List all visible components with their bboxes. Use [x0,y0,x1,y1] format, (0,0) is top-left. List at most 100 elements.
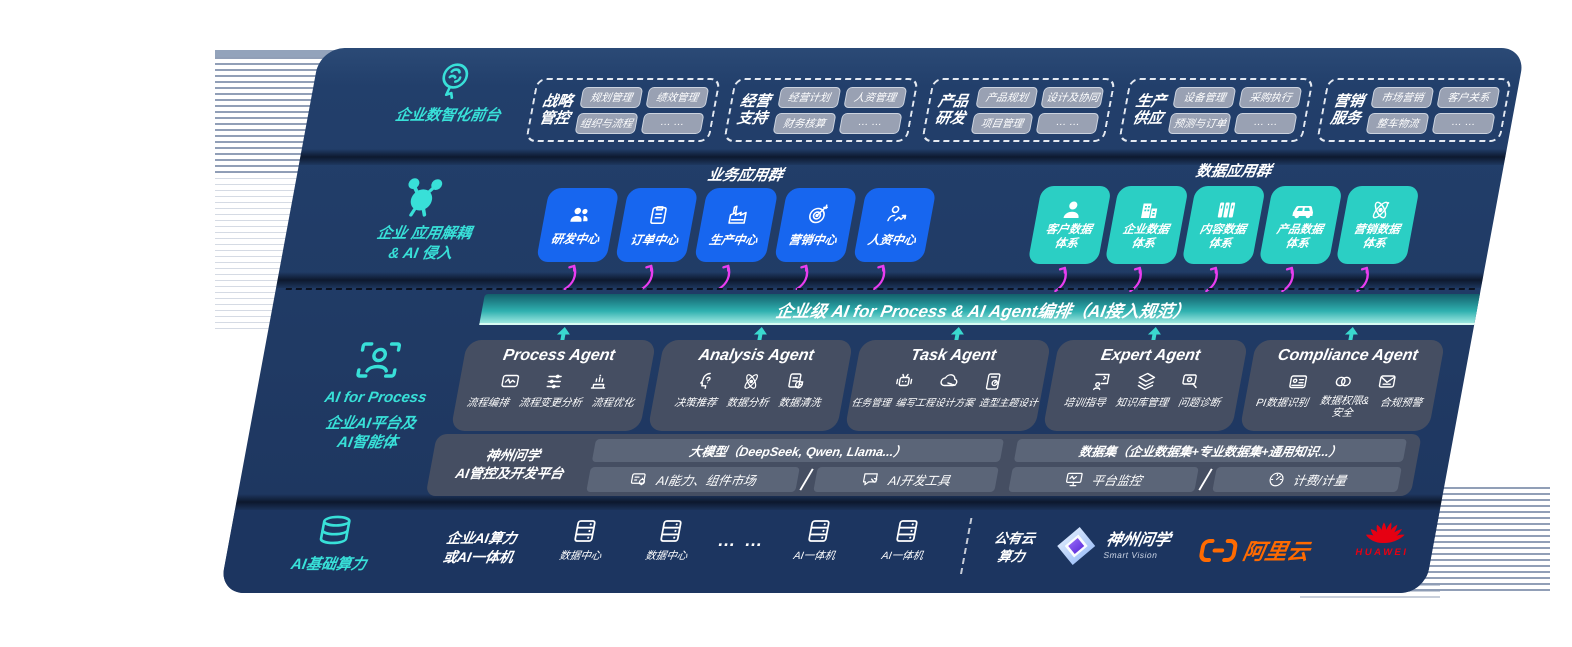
business-centers: 研发中心 订单中心 生产中心 营销中心 [535,188,937,262]
center-label: 研发中心 [549,231,601,246]
molecule-icon [396,174,451,222]
module-pill: 绩效管理 [645,86,710,108]
group-title: 产品研发 [933,92,970,127]
agent-title: Expert Agent [1099,347,1202,364]
agent-row: Process Agent 流程编排 流程变更分析 流程优化 Analysis … [450,340,1446,431]
layers-icon [1133,371,1158,392]
infrastructure-title: AI基础算力 [289,556,368,573]
agent-icons [852,371,1045,392]
module-pill: … … [640,112,705,134]
gauge-icon [1266,470,1287,488]
front-office-title: 企业数智化前台 [393,107,503,124]
data-systems: 客户数据体系 企业数据体系 内容数据体系 产品数据体系 [1027,186,1420,264]
agent-title: Compliance Agent [1276,347,1420,364]
agent-analysis: Analysis Agent 决策推荐 数据分析 数据清洗 [647,340,854,431]
link-rings-icon [1331,371,1356,392]
compute-line1: 企业AI算力 [445,530,519,546]
ai-label-line3: AI智能体 [335,434,399,451]
smartvision-name: 神州问学 [1104,532,1172,550]
agent-capabilities: 决策推荐 数据分析 数据清洗 [652,395,844,410]
capability-label: 流程优化 [590,397,635,409]
person-icon [1058,198,1086,222]
agent-icons [458,371,651,392]
center-label: 订单中心 [629,232,680,247]
compute-line2: 或AI一体机 [441,548,515,565]
data-system-product: 产品数据体系 [1258,186,1343,264]
front-group-product: 产品研发 产品规划 设计及协同 项目管理 … … [920,78,1117,142]
capability-label: 数据分析 [725,397,770,409]
diagnose-icon [1178,371,1203,392]
atom-icon [1366,198,1394,222]
atom-icon [739,371,764,392]
capability-label: 流程变更分析 [517,397,583,409]
cell-label: 平台监控 [1090,473,1144,488]
decouple-line1: 企业 应用解耦 [375,225,473,242]
mail-alert-icon [1375,371,1400,392]
module-pill: 经营计划 [777,86,842,108]
front-group-marketing: 营销服务 市场营销 客户关系 整车物流 … … [1316,78,1512,142]
ai-for-process-label: AI for Process 企业AI平台及 AI智能体 [286,388,458,453]
diamond-logo-icon [1052,526,1099,566]
platform-bar: 神州问学 AI管控及开发平台 大模型（DeepSeek, Qwen, Llama… [425,434,1422,496]
center-label: 营销中心 [787,232,839,247]
dashed-separator [285,288,1476,290]
decision-head-icon [694,371,719,392]
data-system-customer: 客户数据体系 [1027,186,1112,264]
agent-title: Analysis Agent [697,347,816,364]
agent-icons [655,371,848,392]
module-pill: 设计及协同 [1040,86,1105,108]
node-label: AI一体机 [880,550,925,562]
data-system-content: 内容数据体系 [1181,186,1266,264]
flow-monitor-icon [497,371,522,392]
aliyun-bracket-icon [1197,538,1240,563]
huawei-logo: HUAWEI [1346,516,1424,558]
module-pill: … … [838,112,903,134]
up-arrow-icon [871,260,893,290]
up-arrow-icon [794,260,816,290]
people-icon [565,204,594,226]
module-pill: 项目管理 [970,112,1035,134]
front-office-groups: 战略管控 规划管理 绩效管理 组织与流程 … … 经营支持 经营计划 人资管理 … [525,78,1512,142]
module-pill: 设备管理 [1172,86,1237,108]
car-icon [1287,198,1319,222]
band-title: 企业级 AI for Process & AI Agent编排（AI接入规范） [774,302,1193,321]
magenta-arrows [531,260,924,290]
system-label: 企业数据体系 [1121,224,1170,250]
main-panel: 企业数智化前台 战略管控 规划管理 绩效管理 组织与流程 … … 经营支持 经营… [219,48,1526,593]
robot-icon [892,371,917,392]
design-board-icon [981,371,1006,392]
data-system-marketing: 营销数据体系 [1335,186,1420,264]
front-office-label: 企业数智化前台 [361,60,543,126]
platform-name: 神州问学 AI管控及开发平台 [442,447,581,483]
agent-capabilities: 任务管理 编写工程设计方案 造型主题设计 [849,395,1041,409]
center-label: 人资中心 [866,232,918,247]
ai-label-line1: AI for Process [323,389,429,406]
agent-title: Task Agent [909,347,998,364]
cell-monitoring: 平台监控 [1008,466,1199,492]
cloud-edit-icon [936,371,961,392]
factory-icon [724,203,752,227]
module-pill: 规划管理 [579,86,644,108]
agent-capabilities: PI数据识别 数据权限&安全 合规预警 [1242,395,1436,419]
capability-label: 决策推荐 [673,397,718,409]
platform-name-line1: 神州问学 [484,447,542,463]
module-pill: 采购执行 [1238,86,1303,108]
business-group-header: 业务应用群 [706,167,785,184]
group-title: 经营支持 [735,92,773,127]
data-group-header: 数据应用群 [1194,163,1273,180]
module-pill: … … [1036,112,1100,134]
system-label: 客户数据体系 [1044,224,1093,250]
clipboard-icon [646,203,672,227]
group-pills: 规划管理 绩效管理 组织与流程 … … [574,86,710,134]
decouple-label: 企业 应用解耦 & AI 侵入 [329,224,516,263]
ai-appliance-node: AI一体机 [861,518,949,563]
smartvision-logo: 神州问学 Smart Vision [1052,526,1172,566]
cell-billing: 计费/计量 [1211,466,1402,492]
capability-label: 培训指导 [1062,397,1107,409]
datacenter-node: 数据中心 [625,518,713,563]
data-system-enterprise: 企业数据体系 [1104,186,1189,264]
system-label: 内容数据体系 [1198,224,1247,250]
server-icon [865,518,950,544]
center-label: 生产中心 [708,232,759,247]
